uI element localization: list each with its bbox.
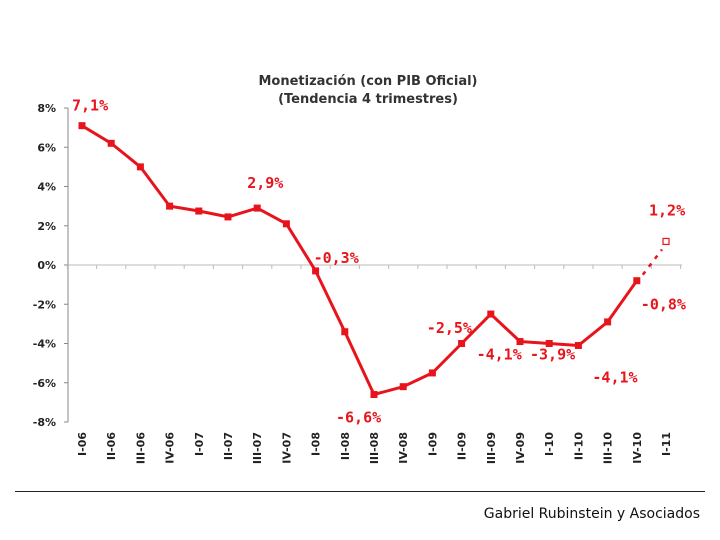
chart-subtitle: (Tendencia 4 trimestres): [278, 92, 458, 107]
data-point: [370, 391, 378, 399]
y-tick-label: -8%: [33, 416, 56, 429]
x-tick-label: II-07: [222, 432, 235, 460]
x-tick-label: IV-06: [164, 432, 177, 464]
chart-title: Monetización (con PIB Oficial): [258, 74, 477, 89]
y-tick-label: 0%: [37, 259, 56, 272]
y-tick-label: 2%: [37, 220, 56, 233]
x-axis: I-06 II-06 III-06 IV-06 I-07 II-07 III-07 IV-07…: [66, 264, 682, 464]
x-tick-label: IV-07: [280, 432, 293, 464]
y-axis: 8% 6% 4% 2% 0% -2% -4% -6% -8%: [33, 102, 69, 429]
x-tick-label: IV-09: [514, 432, 527, 464]
data-point: [136, 163, 144, 171]
data-label: 1,2%: [649, 201, 685, 219]
data-point: [78, 122, 86, 130]
projection-point: [662, 237, 670, 246]
x-tick-label: II-09: [456, 432, 469, 460]
data-point: [341, 328, 349, 336]
x-tick-label: I-08: [310, 432, 323, 456]
data-label: -3,9%: [530, 346, 575, 364]
data-label: -2,5%: [427, 319, 472, 337]
data-point: [487, 310, 495, 318]
data-point: [428, 369, 436, 377]
x-tick-label: III-07: [251, 432, 264, 464]
data-point: [633, 277, 641, 285]
data-point: [224, 213, 232, 221]
data-point: [195, 207, 203, 215]
x-tick-label: III-09: [485, 432, 498, 464]
data-label: -0,8%: [641, 296, 686, 314]
projection-line: [641, 248, 663, 276]
data-point: [312, 267, 320, 275]
data-label: -6,6%: [336, 409, 381, 427]
data-point: [253, 204, 261, 212]
data-point: [545, 340, 553, 347]
x-tick-label: III-06: [134, 432, 147, 464]
x-tick-label: III-08: [368, 432, 381, 464]
data-label: 2,9%: [247, 174, 283, 192]
footer-credit: Gabriel Rubinstein y Asociados: [483, 506, 700, 522]
data-point: [458, 340, 466, 347]
y-tick-label: 6%: [37, 141, 56, 154]
data-label: -0,3%: [314, 249, 359, 267]
y-tick-label: -2%: [33, 298, 56, 311]
y-tick-label: -4%: [33, 338, 56, 351]
x-tick-label: II-08: [339, 432, 352, 460]
data-point: [107, 139, 115, 147]
x-tick-label: I-06: [76, 432, 89, 456]
data-point: [166, 202, 174, 210]
y-tick-label: 8%: [37, 102, 56, 115]
data-point: [399, 383, 407, 391]
series-layer: [78, 122, 670, 399]
data-point: [604, 318, 612, 326]
x-tick-label: II-10: [572, 432, 585, 460]
y-tick-label: 4%: [37, 181, 56, 194]
series-line-monetizacion: [81, 124, 639, 396]
x-tick-label: I-11: [660, 432, 673, 456]
x-tick-label: I-07: [193, 432, 206, 456]
data-point: [516, 338, 524, 346]
data-labels: 7,1% 2,9% -0,3% -6,6% -2,5% -4,1% -3,9% -4,1% -0…: [72, 97, 686, 427]
x-tick-label: III-10: [602, 432, 615, 464]
x-tick-label: I-09: [426, 432, 439, 456]
data-label: -4,1%: [592, 368, 637, 386]
data-label: 7,1%: [72, 97, 108, 115]
x-tick-label: II-06: [105, 432, 118, 460]
x-tick-label: IV-10: [631, 432, 644, 464]
x-tick-label: IV-08: [397, 432, 410, 464]
x-tick-label: I-10: [543, 432, 556, 456]
data-point: [282, 220, 290, 228]
data-point: [574, 341, 582, 349]
y-tick-label: -6%: [33, 377, 56, 390]
data-label: -4,1%: [477, 346, 522, 364]
footer-divider: [15, 491, 705, 492]
